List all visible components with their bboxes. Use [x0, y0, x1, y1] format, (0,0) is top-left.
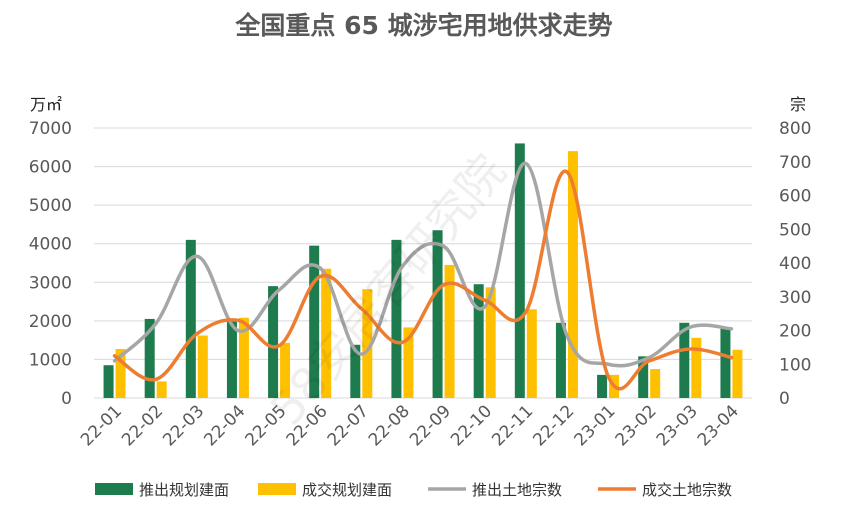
bar-launched-area [514, 143, 525, 398]
bar-traded-area [403, 327, 414, 398]
bar-launched-area [144, 318, 155, 398]
bar-traded-area [732, 349, 743, 398]
left-tick-label: 1000 [29, 350, 72, 370]
category-label: 22-12 [529, 401, 578, 450]
bar-traded-area [567, 151, 578, 398]
right-tick-label: 600 [779, 187, 811, 207]
bar-traded-area [280, 342, 291, 398]
bar-traded-area [691, 337, 702, 398]
legend-label: 推出规划建面 [139, 481, 229, 499]
bar-launched-area [350, 344, 361, 398]
bar-launched-area [185, 239, 196, 398]
bar-traded-area [197, 335, 208, 398]
category-label: 23-03 [653, 401, 702, 450]
right-tick-label: 200 [779, 322, 811, 342]
left-tick-label: 0 [61, 389, 72, 409]
bar-launched-area [268, 286, 279, 398]
category-label: 22-08 [365, 401, 414, 450]
legend: 推出规划建面 成交规划建面 推出土地宗数 成交土地宗数 [95, 481, 732, 499]
category-label: 22-01 [77, 401, 126, 450]
category-label: 22-10 [447, 401, 496, 450]
right-tick-label: 700 [779, 153, 811, 173]
right-axis-unit: 宗 [790, 95, 806, 114]
bar-traded-area [526, 309, 537, 398]
bar-traded-area [238, 317, 249, 398]
legend-label: 推出土地宗数 [472, 481, 562, 499]
bar-launched-area [555, 322, 566, 398]
chart-title: 全国重点 65 城涉宅用地供求走势 [234, 11, 612, 40]
left-tick-label: 7000 [29, 119, 72, 139]
category-label: 23-04 [694, 401, 743, 450]
right-axis: 0 100 200 300 400 500 600 700 800 [779, 119, 811, 409]
right-tick-label: 100 [779, 355, 811, 375]
bar-launched-area [638, 356, 649, 398]
left-tick-label: 2000 [29, 312, 72, 332]
bar-traded-area [115, 349, 126, 398]
bar-traded-area [321, 268, 332, 398]
bar-traded-area [362, 289, 373, 398]
bar-traded-area [444, 264, 455, 398]
bar-launched-area [432, 230, 443, 398]
legend-label: 成交土地宗数 [642, 481, 732, 499]
bar-traded-area [485, 287, 496, 398]
line-series [112, 161, 734, 391]
legend-swatch [95, 483, 133, 495]
bar-launched-area [597, 374, 608, 398]
category-label: 22-03 [159, 401, 208, 450]
bar-traded-area [650, 369, 661, 398]
legend-swatch [258, 483, 296, 495]
right-tick-label: 800 [779, 119, 811, 139]
bar-launched-area [309, 245, 320, 398]
bar-launched-area [103, 365, 114, 398]
legend-label: 成交规划建面 [302, 481, 392, 499]
left-tick-label: 4000 [29, 235, 72, 255]
category-label: 22-07 [324, 401, 373, 450]
bar-launched-area [226, 318, 237, 398]
left-tick-label: 6000 [29, 158, 72, 178]
left-tick-label: 3000 [29, 273, 72, 293]
bar-traded-area [156, 381, 167, 398]
category-axis: 22-0122-0222-0322-0422-0522-0622-0722-08… [77, 401, 743, 450]
right-tick-label: 0 [779, 389, 790, 409]
bar-launched-area [720, 328, 731, 398]
category-label: 23-01 [571, 401, 620, 450]
left-axis: 0 1000 2000 3000 4000 5000 6000 7000 [29, 119, 72, 409]
category-label: 22-11 [488, 401, 537, 450]
bar-launched-area [679, 322, 690, 398]
right-tick-label: 400 [779, 254, 811, 274]
category-label: 22-02 [118, 401, 167, 450]
bar-launched-area [391, 239, 402, 398]
left-axis-unit: 万㎡ [30, 95, 62, 114]
line-launched-parcels [112, 161, 734, 368]
category-label: 23-02 [612, 401, 661, 450]
right-tick-label: 500 [779, 220, 811, 240]
bar-launched-area [473, 284, 484, 398]
right-tick-label: 300 [779, 288, 811, 308]
category-label: 22-04 [200, 401, 249, 450]
left-tick-label: 5000 [29, 196, 72, 216]
line-traded-parcels [112, 169, 734, 391]
category-label: 22-09 [406, 401, 455, 450]
